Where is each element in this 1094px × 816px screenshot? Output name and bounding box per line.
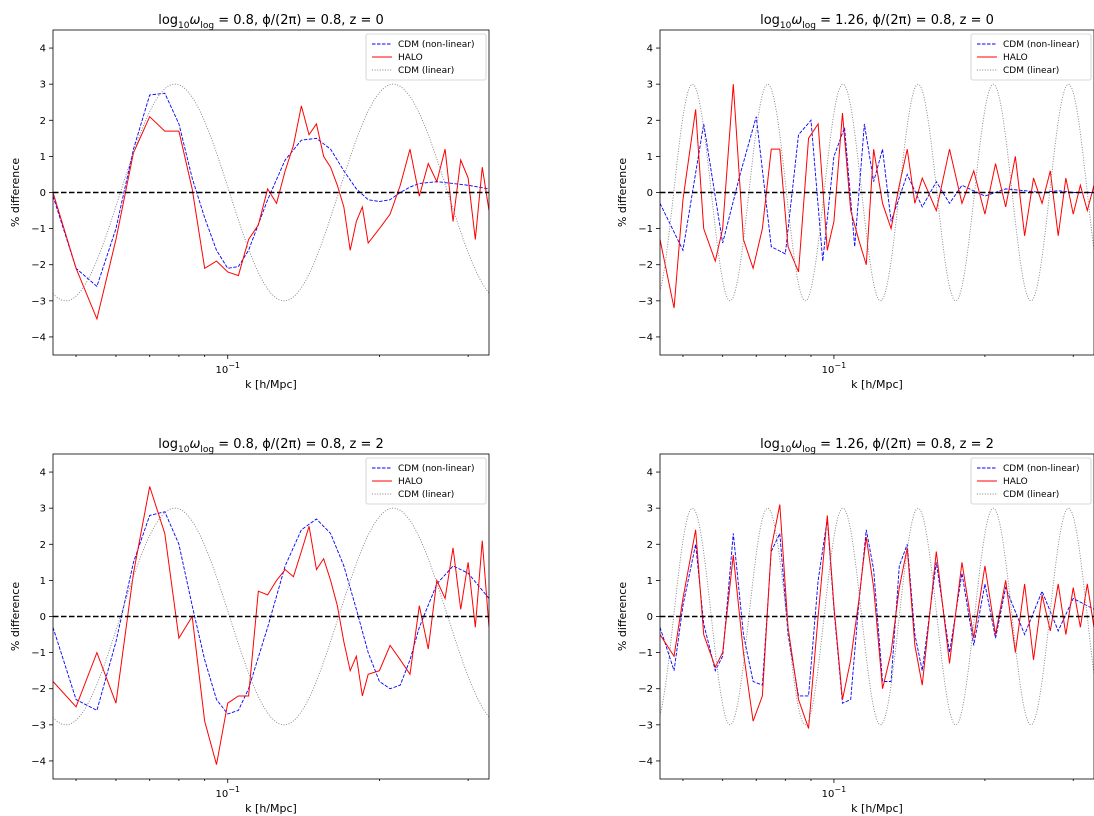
- chart-title: log10ωlog = 1.26, ϕ/(2π) = 0.8, z = 2: [760, 437, 994, 455]
- series-halo: [53, 105, 489, 321]
- y-tick-label: −3: [31, 296, 46, 307]
- x-axis-label: k [h/Mpc]: [851, 802, 903, 815]
- subplot-2: log10ωlog = 1.26, ϕ/(2π) = 0.8, z = 0 −4 −…: [616, 13, 1094, 391]
- y-tick-label: 2: [40, 116, 46, 127]
- legend-label: CDM (linear): [1003, 490, 1059, 500]
- y-axis-label: % difference: [616, 582, 629, 651]
- y-tick-label: −1: [31, 224, 46, 235]
- x-axis-label: k [h/Mpc]: [245, 802, 297, 815]
- y-tick-label: 1: [40, 152, 46, 163]
- plot-area: [660, 83, 1094, 309]
- y-tick-label: 4: [40, 44, 46, 55]
- x-tick-label: 10−1: [822, 785, 847, 800]
- legend-label: CDM (non-linear): [398, 464, 474, 474]
- legend-label: CDM (non-linear): [398, 40, 474, 50]
- legend-label: HALO: [398, 477, 423, 487]
- y-tick-label: 3: [40, 504, 46, 515]
- y-tick-label: −4: [638, 756, 653, 767]
- y-tick-label: −2: [31, 260, 46, 271]
- legend: CDM (non-linear) HALO CDM (linear): [970, 33, 1092, 81]
- legend-label: CDM (non-linear): [1003, 464, 1079, 474]
- y-tick-label: 3: [40, 80, 46, 91]
- y-tick-label: −3: [638, 296, 653, 307]
- y-axis-label: % difference: [616, 158, 629, 227]
- y-tick-label: −1: [31, 648, 46, 659]
- legend-label: CDM (non-linear): [1003, 40, 1079, 50]
- y-tick-label: −4: [31, 332, 46, 343]
- y-tick-label: 4: [647, 468, 653, 479]
- axes-frame: [52, 29, 490, 356]
- chart-title: log10ωlog = 0.8, ϕ/(2π) = 0.8, z = 0: [158, 13, 384, 31]
- y-tick-label: 2: [647, 116, 653, 127]
- x-tick-label: 10−1: [215, 361, 240, 376]
- chart-title: log10ωlog = 1.26, ϕ/(2π) = 0.8, z = 0: [760, 13, 994, 31]
- y-axis-label: % difference: [9, 158, 22, 227]
- subplot-4: log10ωlog = 1.26, ϕ/(2π) = 0.8, z = 2 −4 −…: [616, 437, 1094, 815]
- y-tick-label: 0: [40, 188, 46, 199]
- series-cdm-non-linear: [53, 92, 489, 288]
- y-tick-label: −4: [31, 756, 46, 767]
- legend-label: HALO: [398, 53, 423, 63]
- x-axis-label: k [h/Mpc]: [851, 378, 903, 391]
- y-tick-label: 4: [40, 468, 46, 479]
- legend-label: HALO: [1003, 477, 1028, 487]
- legend-label: CDM (linear): [398, 490, 454, 500]
- y-tick-label: 3: [647, 80, 653, 91]
- series-cdm-linear: [53, 507, 489, 726]
- y-tick-label: −3: [31, 720, 46, 731]
- series-cdm-non-linear: [53, 511, 489, 715]
- chart-title: log10ωlog = 0.8, ϕ/(2π) = 0.8, z = 2: [158, 437, 384, 455]
- series-cdm-non-linear: [660, 116, 1094, 262]
- legend-label: CDM (linear): [1003, 66, 1059, 76]
- y-axis-label: % difference: [9, 582, 22, 651]
- plot-area: [53, 83, 489, 321]
- legend-label: CDM (linear): [398, 66, 454, 76]
- y-tick-label: 0: [40, 612, 46, 623]
- series-cdm-non-linear: [660, 518, 1094, 704]
- y-tick-label: 1: [40, 576, 46, 587]
- y-tick-label: −1: [638, 224, 653, 235]
- legend-box: [365, 33, 487, 81]
- y-tick-label: 0: [647, 188, 653, 199]
- y-tick-label: 2: [647, 540, 653, 551]
- plot-area: [53, 486, 489, 765]
- y-tick-label: −1: [638, 648, 653, 659]
- y-tick-label: −2: [638, 684, 653, 695]
- series-halo: [660, 84, 1094, 309]
- subplot-3: log10ωlog = 0.8, ϕ/(2π) = 0.8, z = 2 −4 −3…: [9, 437, 490, 815]
- axes-frame: [659, 29, 1094, 356]
- legend-box: [970, 33, 1092, 81]
- y-tick-label: −4: [638, 332, 653, 343]
- y-tick-label: −2: [638, 260, 653, 271]
- legend: CDM (non-linear) HALO CDM (linear): [365, 457, 487, 505]
- y-tick-label: 0: [647, 612, 653, 623]
- y-tick-label: −2: [31, 684, 46, 695]
- axes-frame: [52, 453, 490, 780]
- y-tick-label: 2: [40, 540, 46, 551]
- y-tick-label: 1: [647, 152, 653, 163]
- y-tick-label: 3: [647, 504, 653, 515]
- legend-box: [365, 457, 487, 505]
- x-tick-label: 10−1: [215, 785, 240, 800]
- legend-label: HALO: [1003, 53, 1028, 63]
- legend: CDM (non-linear) HALO CDM (linear): [970, 457, 1092, 505]
- y-tick-label: 1: [647, 576, 653, 587]
- x-tick-label: 10−1: [822, 361, 847, 376]
- axes-frame: [659, 453, 1094, 780]
- series-halo: [660, 504, 1094, 729]
- subplot-1: log10ωlog = 0.8, ϕ/(2π) = 0.8, z = 0 −4 −3…: [9, 13, 490, 391]
- legend: CDM (non-linear) HALO CDM (linear): [365, 33, 487, 81]
- legend-box: [970, 457, 1092, 505]
- series-halo: [53, 486, 489, 765]
- series-cdm-linear: [53, 83, 489, 302]
- y-tick-label: 4: [647, 44, 653, 55]
- y-tick-label: −3: [638, 720, 653, 731]
- x-axis-label: k [h/Mpc]: [245, 378, 297, 391]
- plot-area: [660, 504, 1094, 729]
